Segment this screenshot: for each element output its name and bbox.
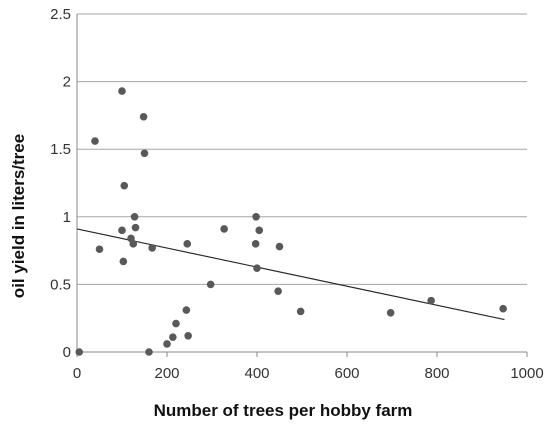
data-point [129, 240, 138, 248]
data-point [75, 348, 84, 356]
x-tick-label: 1000 [510, 365, 543, 382]
data-point [275, 242, 284, 251]
y-tick-label: 2 [63, 74, 71, 91]
data-point [148, 244, 156, 252]
data-point [220, 225, 228, 233]
data-point [206, 280, 215, 289]
data-point [131, 223, 140, 232]
y-tick-label: 0.5 [50, 276, 71, 293]
data-point [274, 287, 282, 295]
x-tick-label: 800 [424, 365, 449, 382]
trendline-layer [76, 228, 505, 321]
x-tick-label: 0 [73, 365, 81, 382]
data-point [251, 240, 260, 248]
y-tick-label: 0 [63, 344, 71, 361]
y-tick-label: 1 [63, 209, 71, 226]
data-point [120, 181, 129, 190]
x-tick-label: 400 [244, 365, 269, 382]
data-point [140, 149, 149, 158]
data-point [139, 112, 148, 121]
data-point [252, 213, 260, 221]
trendline [76, 228, 505, 321]
data-point [169, 333, 177, 341]
y-tick-label: 2.5 [50, 6, 71, 23]
data-point [184, 331, 192, 340]
data-point [182, 306, 191, 314]
x-axis-title: Number of trees per hobby farm [154, 401, 413, 420]
x-tick-label: 200 [154, 365, 179, 382]
data-point [95, 245, 104, 254]
data-point [427, 296, 435, 305]
data-point [163, 340, 171, 348]
data-point [172, 319, 180, 328]
data-point [253, 264, 261, 272]
x-tick-label: 600 [334, 365, 359, 382]
x-tick-labels: 0 200 400 600 800 1000 [73, 365, 544, 382]
data-point [118, 226, 126, 235]
data-point [183, 240, 192, 248]
y-tick-label: 1.5 [50, 141, 71, 158]
y-tick-labels: 0 0.5 1 1.5 2 2.5 [50, 6, 71, 361]
data-point [386, 308, 395, 317]
data-point [145, 348, 153, 356]
data-points [75, 87, 507, 356]
axes [76, 14, 528, 357]
data-point [119, 257, 128, 266]
data-point [118, 87, 126, 95]
data-point [255, 226, 264, 235]
data-point [91, 137, 99, 145]
y-axis-title: oil yield in liters/tree [9, 134, 28, 298]
data-point [296, 307, 305, 316]
data-point [130, 213, 139, 221]
grid-lines [77, 13, 527, 285]
data-point [499, 304, 507, 313]
